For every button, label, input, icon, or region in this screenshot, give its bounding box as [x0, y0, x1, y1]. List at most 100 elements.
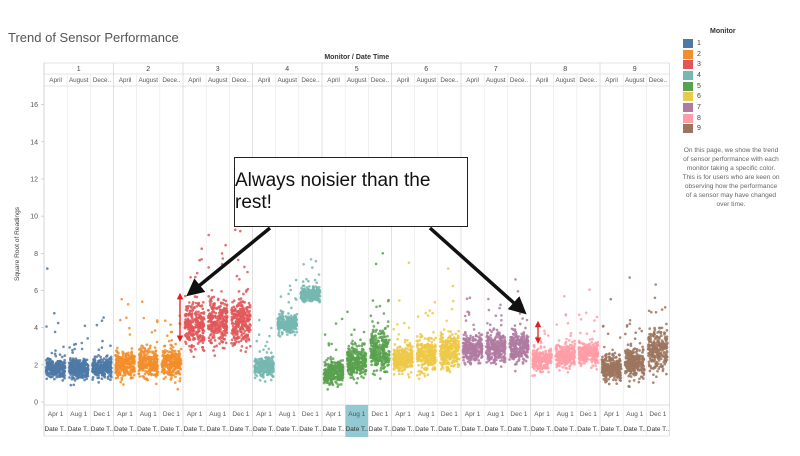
data-point — [117, 371, 120, 375]
data-point — [408, 364, 411, 368]
data-point — [121, 364, 125, 368]
data-point — [363, 372, 367, 376]
data-point — [379, 345, 383, 349]
data-point — [240, 325, 244, 329]
data-point — [132, 354, 135, 358]
data-point — [225, 315, 229, 319]
data-point — [263, 380, 267, 383]
data-point — [311, 285, 315, 288]
data-point — [440, 335, 443, 339]
data-point — [442, 328, 446, 331]
data-point — [115, 371, 118, 375]
data-point — [209, 320, 213, 324]
data-point — [212, 349, 215, 352]
data-point — [163, 344, 166, 348]
data-point — [462, 358, 465, 362]
data-point — [428, 309, 432, 312]
data-point — [235, 305, 239, 308]
data-point — [153, 360, 156, 364]
data-point — [69, 364, 72, 368]
data-point — [308, 292, 312, 296]
data-point — [174, 372, 178, 375]
data-point — [192, 329, 196, 333]
data-point — [223, 338, 227, 341]
data-point — [385, 352, 388, 356]
data-point — [129, 369, 133, 372]
data-point — [278, 335, 282, 338]
data-point — [219, 322, 223, 325]
data-point — [218, 342, 221, 345]
data-point — [246, 334, 249, 338]
data-point — [408, 344, 412, 348]
data-point — [114, 353, 117, 357]
data-point — [231, 300, 234, 304]
data-point — [347, 344, 351, 348]
data-point — [107, 370, 111, 374]
data-point — [137, 361, 141, 364]
data-point — [179, 361, 183, 365]
data-point — [222, 319, 225, 322]
data-point — [371, 320, 374, 323]
data-point — [234, 320, 238, 323]
data-point — [109, 358, 113, 362]
data-point — [349, 371, 353, 375]
data-point — [127, 372, 131, 376]
data-point — [74, 370, 78, 374]
data-point — [237, 320, 241, 324]
data-point — [132, 373, 136, 377]
data-point — [100, 373, 104, 377]
data-point — [115, 350, 118, 353]
data-point — [166, 354, 170, 358]
data-point — [270, 326, 273, 330]
data-point — [355, 371, 358, 375]
data-point — [371, 299, 375, 302]
data-point — [233, 326, 237, 329]
data-point — [398, 345, 402, 349]
data-point — [349, 357, 353, 361]
data-point — [326, 388, 330, 391]
data-point — [263, 366, 266, 369]
data-point — [364, 352, 368, 356]
data-point — [354, 352, 357, 356]
data-point — [106, 360, 110, 364]
data-point — [369, 314, 373, 318]
data-point — [363, 343, 366, 346]
data-point — [220, 314, 223, 317]
data-point — [432, 353, 436, 356]
data-point — [446, 353, 450, 357]
data-point — [300, 298, 304, 301]
data-point — [290, 306, 293, 310]
data-point — [381, 252, 385, 255]
data-point — [246, 287, 250, 291]
data-point — [409, 350, 413, 354]
data-point — [374, 330, 377, 333]
data-point — [450, 354, 453, 358]
data-point — [115, 366, 119, 370]
data-point — [281, 318, 285, 321]
data-point — [242, 314, 246, 318]
data-point — [375, 369, 379, 372]
data-point — [53, 352, 57, 356]
data-point — [175, 356, 178, 360]
data-point — [167, 339, 171, 343]
data-point — [353, 350, 357, 353]
data-point — [196, 302, 200, 306]
data-point — [119, 318, 122, 322]
data-point — [392, 367, 396, 371]
data-point — [101, 371, 104, 375]
data-point — [450, 347, 453, 351]
data-point — [347, 348, 351, 351]
data-point — [353, 341, 357, 345]
data-point — [127, 351, 130, 355]
data-point — [425, 354, 428, 357]
data-point — [314, 259, 318, 263]
data-point — [357, 344, 361, 348]
data-point — [322, 371, 326, 375]
data-point — [192, 333, 196, 336]
data-point — [281, 331, 284, 335]
data-point — [426, 345, 429, 349]
data-point — [150, 373, 153, 377]
data-point — [370, 352, 373, 356]
data-point — [240, 319, 244, 323]
data-point — [451, 350, 454, 354]
